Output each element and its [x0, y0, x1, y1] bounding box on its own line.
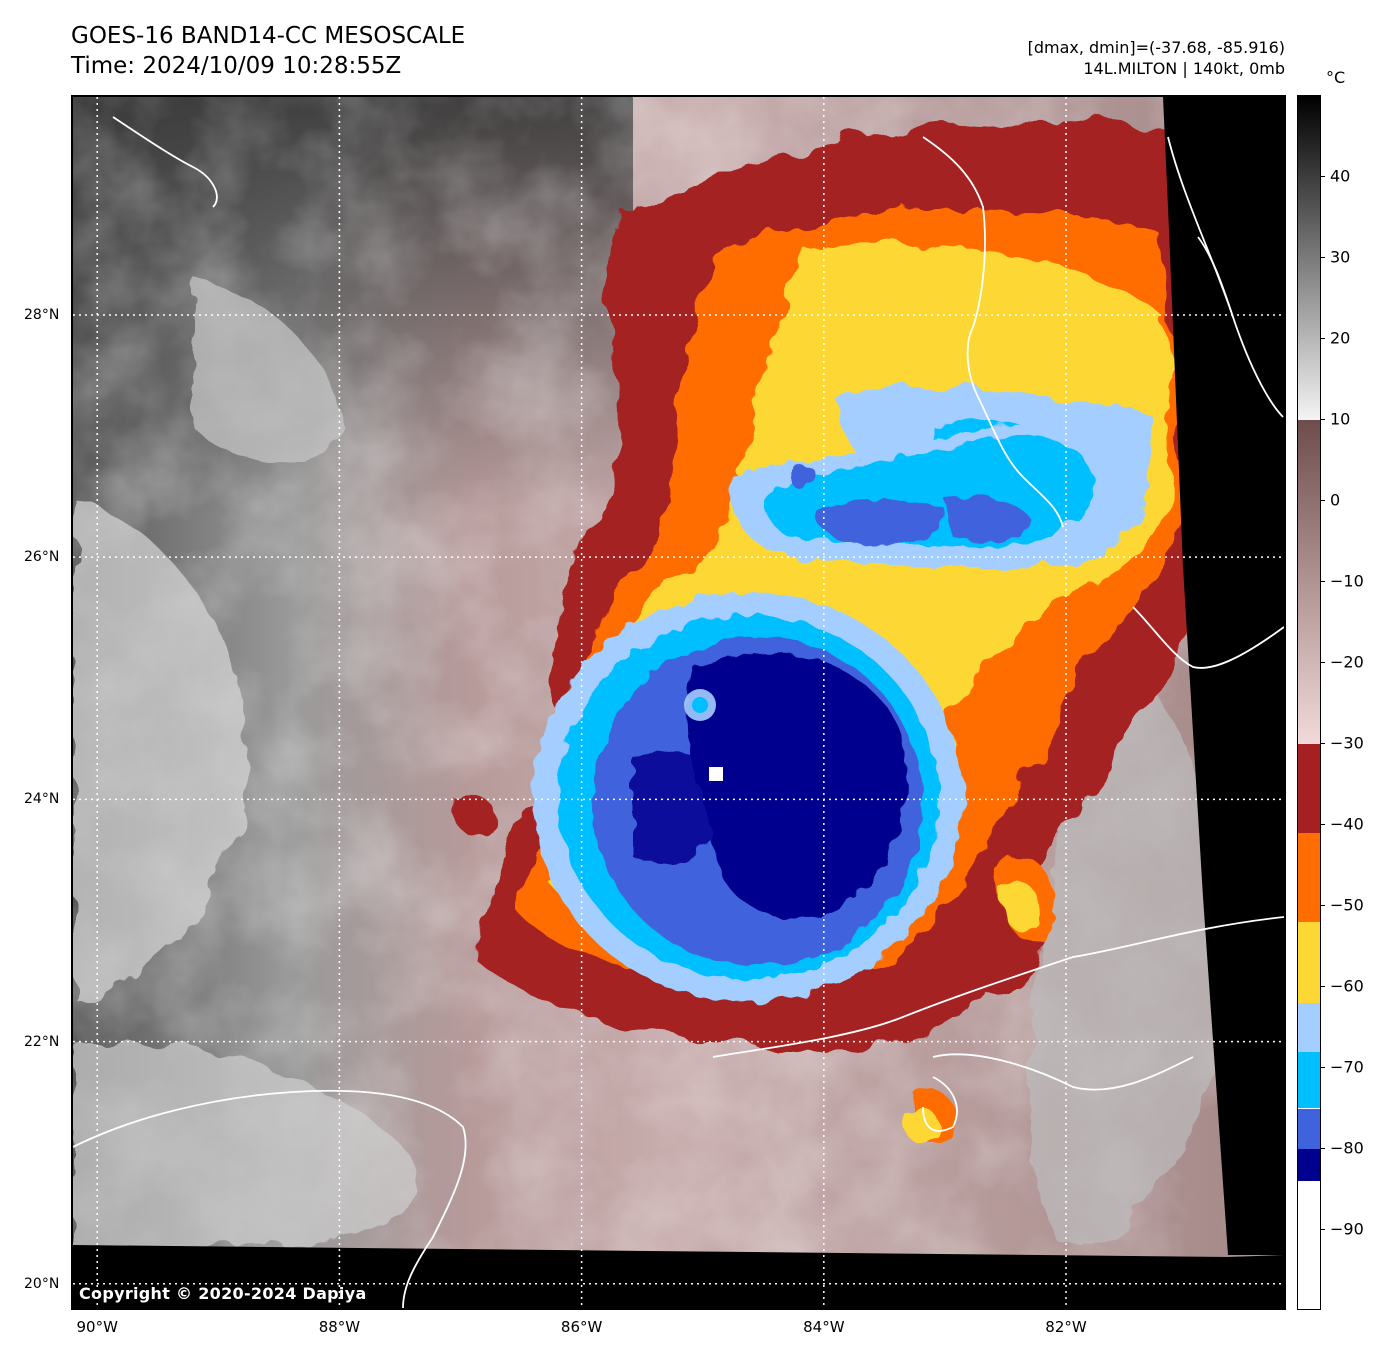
- colorbar-tick-label: −10: [1330, 571, 1364, 591]
- y-tick-label: 26°N: [24, 549, 60, 566]
- x-tick-label: 88°W: [318, 1318, 361, 1336]
- colorbar-tick-label: −30: [1330, 733, 1364, 753]
- colorbar-tick-mark: [1321, 419, 1325, 420]
- storm-info-label: 14L.MILTON | 140kt, 0mb: [1083, 59, 1285, 78]
- colorbar-unit: °C: [1326, 68, 1346, 87]
- colorbar-tick-mark: [1321, 743, 1325, 744]
- colorbar-band: [1298, 96, 1320, 420]
- y-tick-label: 24°N: [24, 791, 60, 808]
- colorbar-tick-mark: [1321, 662, 1325, 663]
- colorbar-tick-mark: [1321, 176, 1325, 177]
- colorbar-tick-mark: [1321, 1148, 1325, 1149]
- colorbar-tick-label: 10: [1330, 409, 1351, 429]
- colorbar-band: [1298, 744, 1320, 834]
- colorbar-tick-label: 0: [1330, 490, 1341, 510]
- colorbar-tick-mark: [1321, 257, 1325, 258]
- colorbar-tick-label: −70: [1330, 1057, 1364, 1077]
- colorbar-tick-label: −50: [1330, 895, 1364, 915]
- y-tick-label: 22°N: [24, 1033, 60, 1050]
- colorbar-tick-label: −20: [1330, 652, 1364, 672]
- colorbar-tick-label: 40: [1330, 166, 1351, 186]
- colorbar-band: [1298, 922, 1320, 1004]
- gridlines: [73, 97, 1284, 1308]
- satellite-imagery: [73, 97, 1284, 1308]
- colorbar: [1297, 95, 1321, 1310]
- colorbar-band: [1298, 420, 1320, 744]
- colorbar-tick-label: 20: [1330, 328, 1351, 348]
- colorbar-tick-mark: [1321, 986, 1325, 987]
- colorbar-band: [1298, 1003, 1320, 1052]
- colorbar-band: [1298, 1051, 1320, 1109]
- colorbar-band: [1298, 1149, 1320, 1182]
- colorbar-tick-mark: [1321, 581, 1325, 582]
- data-range-label: [dmax, dmin]=(-37.68, -85.916): [1027, 38, 1285, 57]
- title-line-1: GOES-16 BAND14-CC MESOSCALE: [71, 23, 466, 49]
- colorbar-tick-label: −60: [1330, 976, 1364, 996]
- y-tick-label: 20°N: [24, 1275, 60, 1292]
- colorbar-tick-label: −80: [1330, 1138, 1364, 1158]
- colorbar-tick-label: 30: [1330, 247, 1351, 267]
- colorbar-tick-mark: [1321, 500, 1325, 501]
- x-tick-label: 90°W: [76, 1318, 118, 1336]
- copyright-label: Copyright © 2020-2024 Dapiya: [79, 1284, 367, 1303]
- colorbar-tick-mark: [1321, 824, 1325, 825]
- colorbar-band: [1298, 1181, 1320, 1309]
- x-tick-label: 82°W: [1045, 1318, 1087, 1336]
- y-tick-label: 28°N: [24, 306, 60, 323]
- colorbar-tick-mark: [1321, 905, 1325, 906]
- colorbar-band: [1298, 833, 1320, 923]
- colorbar-tick-label: −90: [1330, 1219, 1364, 1239]
- title-line-2: Time: 2024/10/09 10:28:55Z: [71, 53, 402, 79]
- x-tick-label: 84°W: [803, 1318, 845, 1336]
- x-tick-label: 86°W: [560, 1318, 603, 1336]
- satellite-map: Copyright © 2020-2024 Dapiya: [71, 95, 1286, 1310]
- coastlines: [73, 116, 1284, 1308]
- colorbar-tick-mark: [1321, 1229, 1325, 1230]
- colorbar-band: [1298, 1108, 1320, 1149]
- colorbar-tick-label: −40: [1330, 814, 1364, 834]
- colorbar-tick-mark: [1321, 338, 1325, 339]
- colorbar-tick-mark: [1321, 1067, 1325, 1068]
